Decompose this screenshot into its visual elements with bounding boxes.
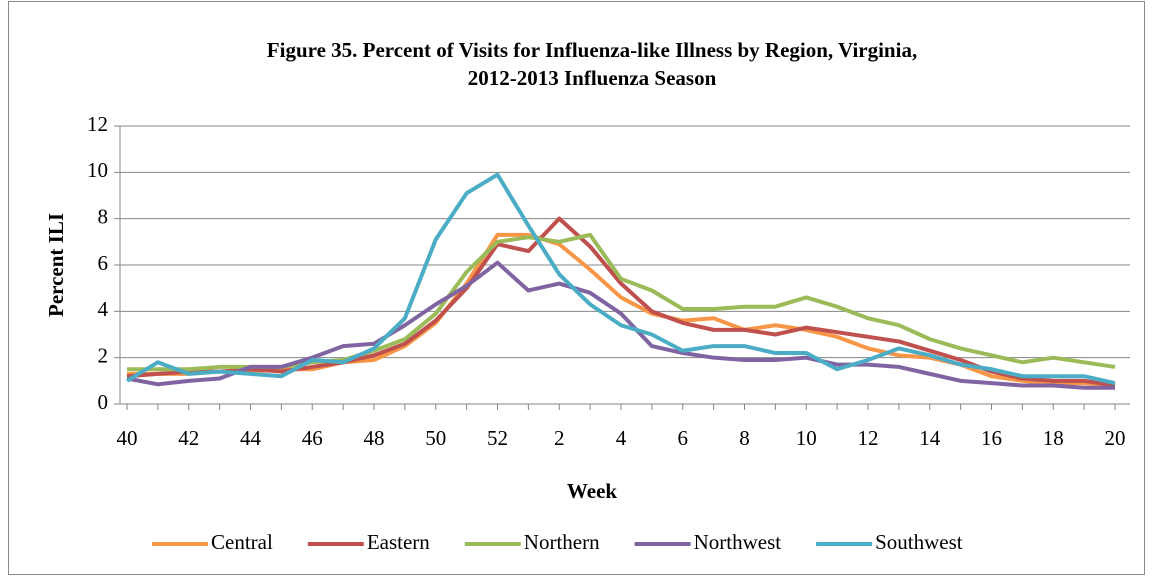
x-tick-label: 44 bbox=[240, 426, 262, 450]
x-tick-label: 4 bbox=[616, 426, 627, 450]
x-tick-label: 46 bbox=[302, 426, 323, 450]
x-tick-label: 48 bbox=[364, 426, 385, 450]
legend: Central Eastern Northern Northwest Southwest bbox=[152, 530, 963, 554]
x-tick-label: 10 bbox=[796, 426, 817, 450]
x-tick-label: 52 bbox=[487, 426, 508, 450]
chart-title: 2012-2013 Influenza Season bbox=[468, 66, 717, 90]
y-tick-label: 10 bbox=[87, 158, 108, 182]
x-tick-label: 18 bbox=[1043, 426, 1064, 450]
x-tick-label: 8 bbox=[739, 426, 750, 450]
legend-label: Central bbox=[211, 530, 273, 554]
x-tick-label: 40 bbox=[117, 426, 138, 450]
legend-label: Northwest bbox=[694, 530, 782, 554]
legend-label: Eastern bbox=[367, 530, 430, 554]
x-tick-label: 2 bbox=[554, 426, 565, 450]
x-tick-label: 6 bbox=[678, 426, 689, 450]
x-tick-label: 50 bbox=[425, 426, 446, 450]
series-line bbox=[125, 172, 1116, 386]
x-tick-label: 20 bbox=[1105, 426, 1126, 450]
y-tick-label: 8 bbox=[98, 204, 109, 228]
y-tick-label: 6 bbox=[98, 251, 109, 275]
x-tick-label: 14 bbox=[919, 426, 941, 450]
y-tick-label: 4 bbox=[98, 297, 109, 321]
x-tick-label: 16 bbox=[981, 426, 1002, 450]
chart-title: Figure 35. Percent of Visits for Influen… bbox=[267, 38, 917, 62]
y-tick-label: 2 bbox=[98, 343, 109, 367]
series-line bbox=[126, 260, 1115, 390]
x-tick-label: 12 bbox=[858, 426, 879, 450]
y-axis-title: Percent ILI bbox=[44, 213, 68, 317]
x-axis-title: Week bbox=[567, 479, 617, 503]
legend-label: Southwest bbox=[875, 530, 963, 554]
plot bbox=[125, 172, 1116, 390]
y-tick-label: 12 bbox=[87, 112, 108, 136]
x-tick-label: 42 bbox=[178, 426, 199, 450]
y-tick-label: 0 bbox=[98, 390, 109, 414]
legend-label: Northern bbox=[524, 530, 600, 554]
